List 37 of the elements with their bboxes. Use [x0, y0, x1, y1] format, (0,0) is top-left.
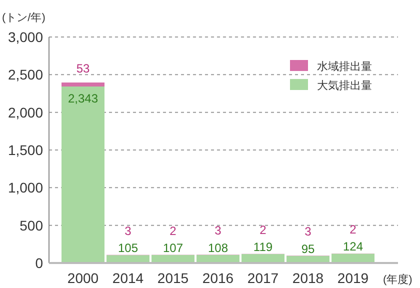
- data-label: 124: [342, 240, 364, 254]
- x-tick-label: 2018: [292, 270, 324, 286]
- data-label: 108: [208, 240, 228, 255]
- y-tick-label: 1,500: [8, 142, 44, 158]
- legend-label: 大気排出量: [317, 79, 372, 92]
- y-tick-label: 0: [35, 255, 44, 271]
- bar: [196, 254, 240, 263]
- y-tick-label: 1,000: [8, 180, 44, 196]
- data-label: 107: [162, 240, 184, 255]
- bar: [62, 82, 104, 86]
- y-tick-label: 3,000: [8, 29, 44, 45]
- x-tick-label: 2000: [67, 270, 99, 286]
- data-label: 3: [124, 224, 132, 238]
- x-axis-title: (年度): [383, 273, 412, 286]
- x-tick-label: 2015: [157, 270, 189, 286]
- data-label: 2,343: [68, 91, 98, 106]
- y-tick-label: 2,500: [8, 66, 44, 83]
- data-label: 105: [118, 241, 138, 256]
- data-label: 2: [350, 222, 357, 237]
- data-label: 53: [76, 62, 90, 76]
- bar: [332, 254, 374, 263]
- x-tick-label: 2019: [337, 270, 369, 286]
- data-label: 2: [260, 222, 267, 237]
- bar: [152, 254, 194, 263]
- data-label: 95: [301, 242, 315, 256]
- y-axis-title: (トン/年): [2, 12, 46, 24]
- data-label: 3: [214, 224, 222, 238]
- x-tick-label: 2014: [112, 270, 144, 286]
- y-tick-label: 500: [20, 217, 44, 234]
- x-tick-label: 2017: [247, 270, 279, 286]
- x-tick-label: 2016: [202, 270, 234, 286]
- y-tick-label: 2,000: [8, 104, 44, 120]
- data-label: 3: [304, 224, 312, 239]
- legend-label: 水域排出量: [317, 60, 372, 73]
- data-label: 119: [253, 240, 273, 254]
- bar: [62, 86, 104, 263]
- data-label: 2: [170, 224, 177, 238]
